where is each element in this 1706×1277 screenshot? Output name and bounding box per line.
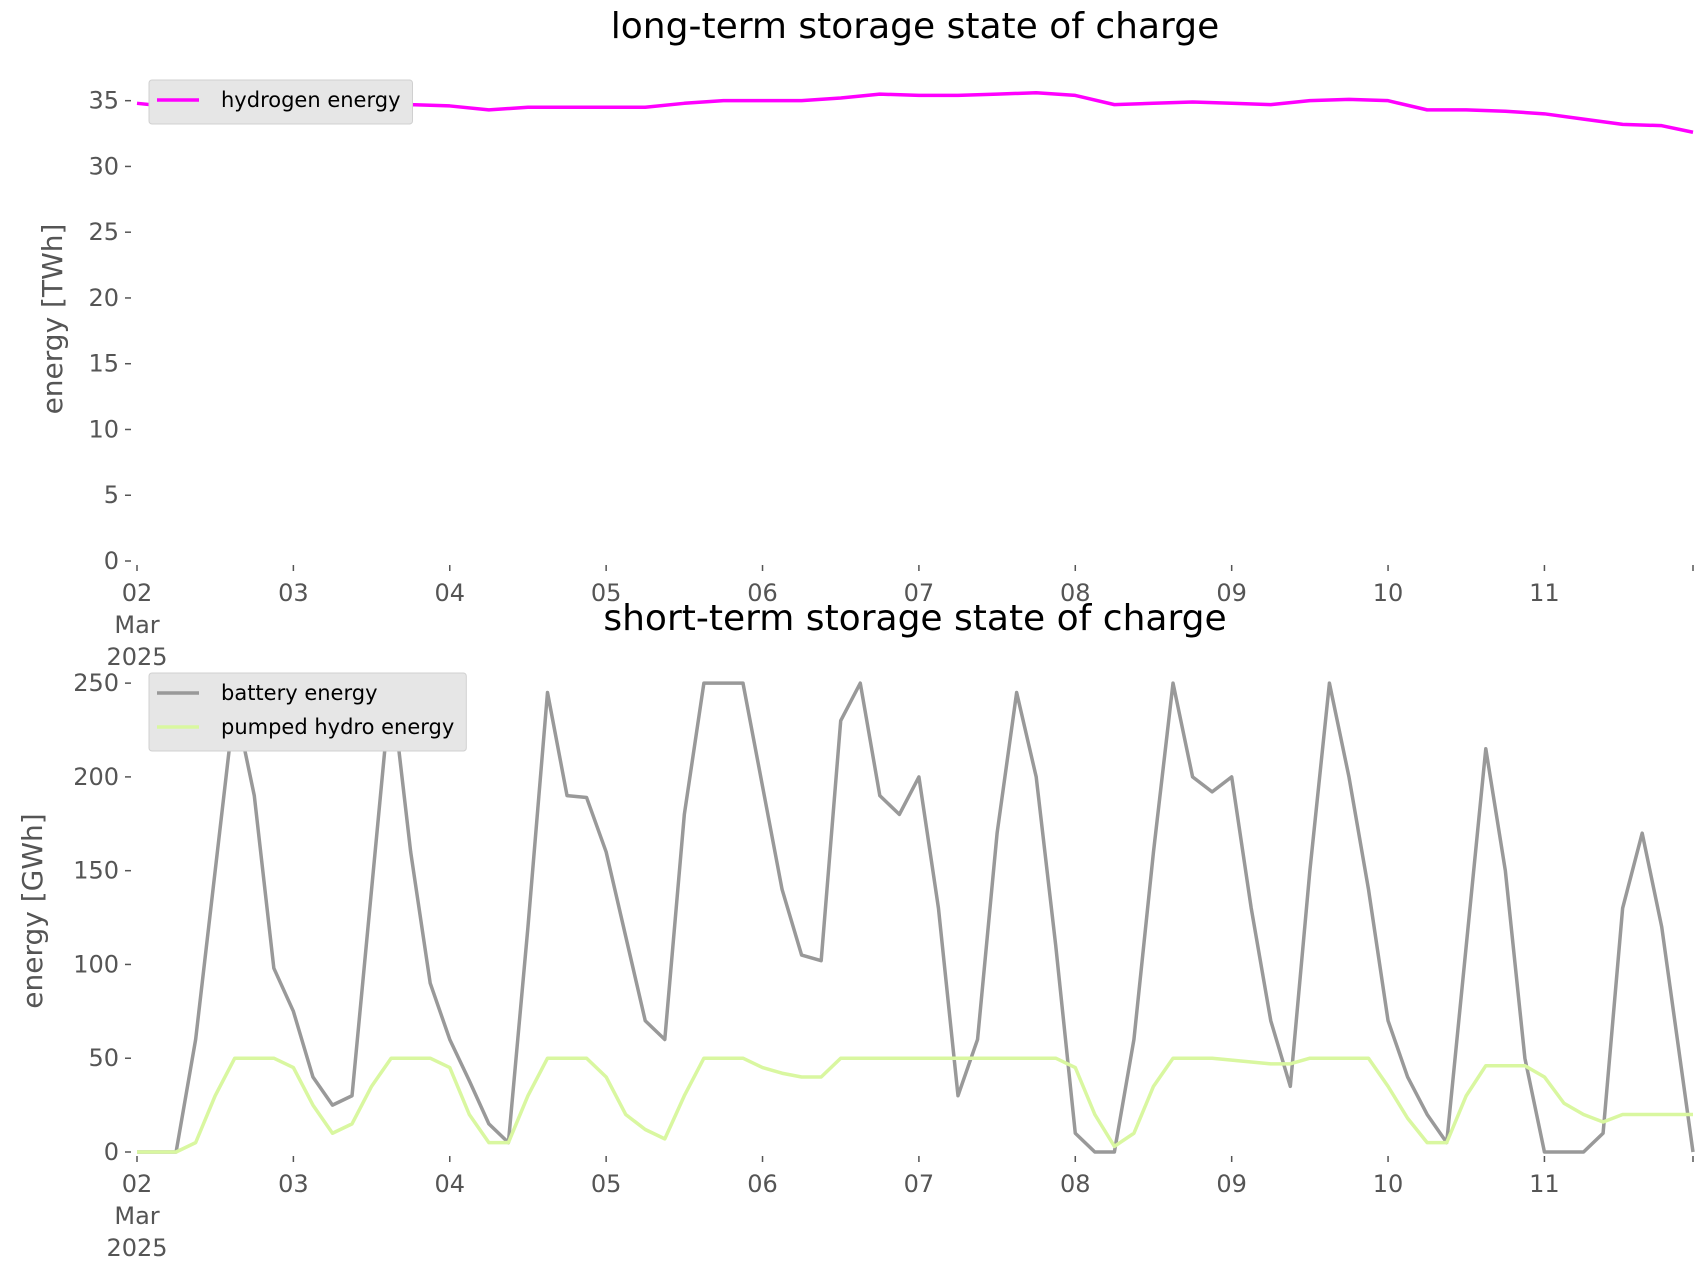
x-tick-label-line: 08 [1060,579,1091,607]
x-tick-label-line: 10 [1373,1170,1404,1198]
x-tick-label: 11 [1529,1170,1560,1198]
x-tick-label-line: 09 [1216,579,1247,607]
x-tick-label: 02 Mar 2025 [106,579,167,671]
x-tick-label-line: 03 [278,579,309,607]
x-tick-label: 10 [1373,1170,1404,1198]
x-tick-label-line: 06 [747,1170,778,1198]
x-tick-label-line: Mar [114,1202,159,1230]
x-tick-label: 09 [1216,579,1247,607]
x-tick-label: 05 [591,579,622,607]
legend-label: hydrogen energy [221,88,401,112]
x-tick-label: 04 [434,1170,465,1198]
y-tick-label: 30 [88,152,119,180]
x-tick-label-line: 02 [122,579,153,607]
y-tick-label: 250 [73,669,119,697]
x-tick-label-line: 04 [434,579,465,607]
x-tick-label-line: 07 [904,579,935,607]
y-tick-label: 20 [88,284,119,312]
x-tick-label-line: 2025 [106,643,167,671]
legend-box [148,672,467,752]
x-tick-label-line: 08 [1060,1170,1091,1198]
x-tick-label-line: 2025 [106,1234,167,1262]
y-tick-label: 200 [73,763,119,791]
y-axis-label: energy [TWh] [36,224,69,415]
x-tick-label-line: 10 [1373,579,1404,607]
legend-label: pumped hydro energy [221,715,454,739]
chart-title: short-term storage state of charge [603,598,1226,639]
x-tick-label-line: 02 [122,1170,153,1198]
x-tick-label-line: 06 [747,579,778,607]
x-tick-label: 06 [747,579,778,607]
chart-title: long-term storage state of charge [611,6,1219,47]
x-tick-label: 11 [1529,579,1560,607]
legend-label: battery energy [221,681,378,705]
legend-box [148,79,413,125]
x-tick-label-line: 05 [591,1170,622,1198]
x-tick-label-line: 09 [1216,1170,1247,1198]
y-tick-label: 5 [104,481,119,509]
x-tick-label: 03 [278,1170,309,1198]
x-tick-label-line: 05 [591,579,622,607]
x-tick-label: 10 [1373,579,1404,607]
y-tick-label: 0 [104,547,119,575]
x-tick-label: 08 [1060,579,1091,607]
x-tick-label: 08 [1060,1170,1091,1198]
y-tick-label: 15 [88,350,119,378]
x-tick-label: 07 [904,579,935,607]
y-tick-label: 50 [88,1044,119,1072]
x-tick-label: 03 [278,579,309,607]
y-tick-label: 35 [88,87,119,115]
x-tick-label: 04 [434,579,465,607]
x-tick-label-line: Mar [114,611,159,639]
y-tick-label: 10 [88,415,119,443]
x-tick-label: 05 [591,1170,622,1198]
x-tick-label-line: 11 [1529,579,1560,607]
y-tick-label: 0 [104,1138,119,1166]
x-tick-label-line: 11 [1529,1170,1560,1198]
y-tick-label: 100 [73,950,119,978]
x-tick-label-line: 03 [278,1170,309,1198]
x-tick-label: 06 [747,1170,778,1198]
x-tick-label: 09 [1216,1170,1247,1198]
legend: battery energy pumped hydro energy [148,672,467,752]
series-line [137,1056,1693,1154]
y-tick-label: 25 [88,218,119,246]
x-tick-label-line: 07 [904,1170,935,1198]
legend: hydrogen energy [148,79,413,125]
x-tick-label: 02 Mar 2025 [106,1170,167,1262]
series-line [137,681,1695,1154]
y-axis-label: energy [GWh] [16,813,49,1008]
x-tick-label-line: 04 [434,1170,465,1198]
y-tick-label: 150 [73,857,119,885]
x-tick-label: 07 [904,1170,935,1198]
